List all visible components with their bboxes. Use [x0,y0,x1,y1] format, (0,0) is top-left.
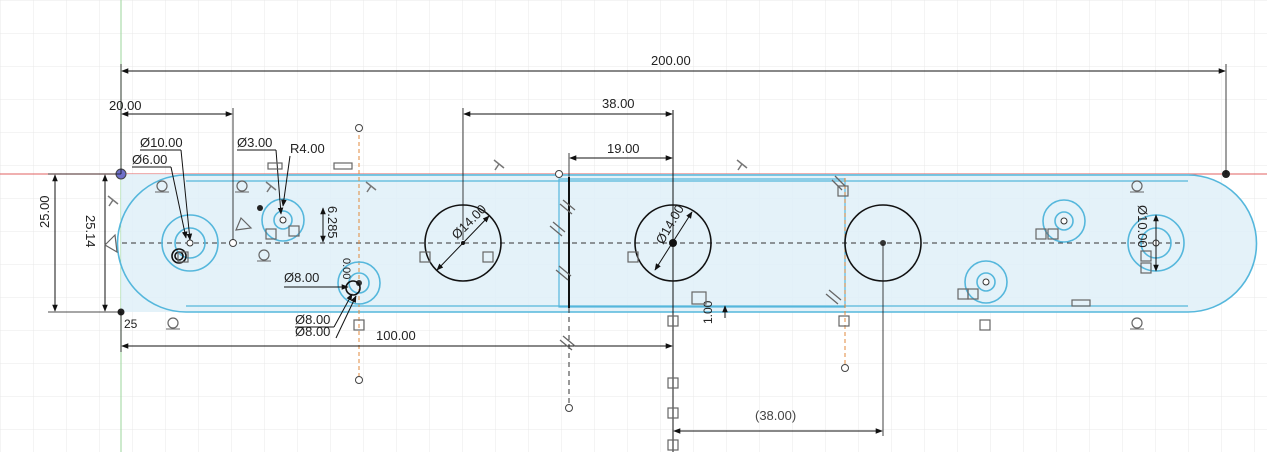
parallel-icon[interactable] [559,199,576,215]
coincident-icon[interactable] [691,291,707,305]
coincident-icon[interactable] [288,225,300,237]
hole-right-upper-outer[interactable] [1042,199,1086,243]
axis-end-point[interactable] [355,124,363,132]
leader-line [281,155,291,207]
hole-left-small[interactable] [171,248,187,264]
parallel-icon[interactable] [549,221,566,237]
leader-line [436,215,490,271]
sketch-point[interactable] [229,239,237,247]
dim-19-label[interactable]: 19.00 [607,141,640,156]
dim-1-label[interactable]: 1.00 [701,300,715,324]
leader-line [333,293,353,328]
dim-dia3-label[interactable]: Ø3.00 [237,135,272,150]
constraint-glyphs [104,159,1152,451]
leader-line [180,149,193,241]
midpoint-icon[interactable] [104,233,118,254]
coincident-icon[interactable] [353,319,365,331]
hole-8-outer[interactable] [337,261,381,305]
dim-dia8-a-label[interactable]: Ø8.00 [284,270,319,285]
perpendicular-icon[interactable] [265,181,277,193]
sketch-point[interactable] [257,205,263,211]
hole-right-upper-center [1060,217,1068,225]
perpendicular-icon[interactable] [493,159,505,171]
coincident-icon[interactable] [1140,262,1152,274]
perpendicular-icon[interactable] [736,159,748,171]
coincident-icon[interactable] [419,251,431,263]
dim-r4-label[interactable]: R4.00 [290,141,325,156]
coincident-icon[interactable] [265,228,277,240]
parallel-icon[interactable] [825,289,842,305]
leader-line [335,295,357,339]
dim-dia10-right-label[interactable]: Ø10.00 [1135,205,1150,248]
coincident-icon[interactable] [1047,228,1059,240]
axis-end-point[interactable] [565,404,573,412]
perpendicular-icon[interactable] [365,181,377,193]
horizontal-icon[interactable] [267,162,283,170]
dim-100-label[interactable]: 100.00 [376,328,416,343]
tangent-icon[interactable] [257,249,271,262]
leader-line [654,211,693,271]
coincident-icon[interactable] [667,439,679,451]
coincident-icon[interactable] [627,251,639,263]
midpoint-icon[interactable] [235,216,253,231]
perpendicular-icon[interactable] [107,195,119,207]
dim-200-label[interactable]: 200.00 [651,53,691,68]
leader-line [170,166,188,239]
dim-25-small-label[interactable]: 25 [124,317,138,331]
coincident-icon[interactable] [667,377,679,389]
dim-20-label[interactable]: 20.00 [109,98,142,113]
hole-right-upper-inner[interactable] [1054,211,1074,231]
coincident-icon[interactable] [967,288,979,300]
parallel-icon[interactable] [555,265,572,281]
tangent-icon[interactable] [1130,317,1144,330]
hole-3-outer[interactable] [261,198,305,242]
dim-dia8-c-label[interactable]: Ø8.00 [295,324,330,339]
coincident-icon[interactable] [837,185,849,197]
parallel-icon[interactable] [559,335,576,351]
hole-left-outer[interactable] [161,214,219,272]
hole-right-lower-outer[interactable] [964,260,1008,304]
coincident-icon[interactable] [667,407,679,419]
coincident-icon[interactable] [177,251,189,263]
dim-25-14-label[interactable]: 25.14 [83,215,98,248]
hole-right-lower-inner[interactable] [976,272,996,292]
dim-small-a-label[interactable]: 0.00 [340,258,352,279]
tangent-icon[interactable] [155,180,169,193]
slot-inner-outline [186,180,1188,307]
tangent-icon[interactable] [166,317,180,330]
axis-end-point[interactable] [355,376,363,384]
slot-profile-outline[interactable] [116,174,1258,313]
coincident-icon[interactable] [1140,250,1152,262]
hole-3-center[interactable] [279,216,287,224]
hole-14-c-center [880,240,886,246]
tangent-icon[interactable] [235,180,249,193]
horizontal-icon[interactable] [333,162,353,170]
dim-dia6-label[interactable]: Ø6.00 [132,152,167,167]
axis-end-point[interactable] [841,364,849,372]
coincident-icon[interactable] [482,251,494,263]
hole-8-center[interactable] [356,280,362,286]
axis-end-point[interactable] [555,170,563,178]
leader-line [275,149,284,215]
dim-dia10-left-label[interactable]: Ø10.00 [140,135,183,150]
hole-left-center[interactable] [186,239,194,247]
parallel-icon[interactable] [831,175,846,191]
coincident-icon[interactable] [979,319,991,331]
coincident-icon[interactable] [838,315,850,327]
dim-dia8-b-label[interactable]: Ø8.00 [295,312,330,327]
horizontal-icon[interactable] [1071,299,1091,307]
hole-right-lower-center [982,278,990,286]
coincident-icon[interactable] [1035,228,1047,240]
dim-6285-label[interactable]: 6.285 [325,206,340,239]
dim-38-label[interactable]: 38.00 [602,96,635,111]
hole-14-b[interactable] [634,204,712,282]
dim-25-label[interactable]: 25.00 [37,195,52,228]
coincident-icon[interactable] [667,315,679,327]
hole-left-inner[interactable] [174,227,206,259]
tangent-icon[interactable] [1130,180,1144,193]
dim-ref-38-label[interactable]: (38.00) [755,408,796,423]
